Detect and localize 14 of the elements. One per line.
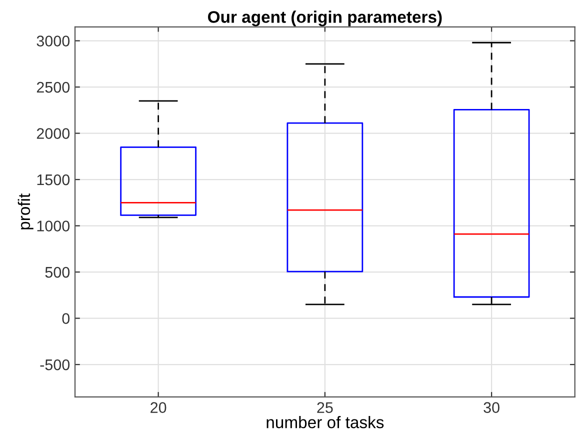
y-tick-label: -500 <box>40 359 70 370</box>
y-tick-label: 1500 <box>37 174 70 186</box>
x-tick-label: 20 <box>150 402 166 413</box>
y-tick-label: 500 <box>45 266 70 278</box>
y-tick-label: 2000 <box>36 128 70 139</box>
y-tick-label: 3000 <box>36 36 70 46</box>
y-tick-label: 0 <box>62 313 70 324</box>
x-axis-title: number of tasks <box>266 416 384 428</box>
x-tick-label: 25 <box>317 402 333 413</box>
y-tick-label: 2500 <box>36 82 70 93</box>
chart-title: Our agent (origin parameters) <box>208 10 442 26</box>
y-axis-title: profit <box>18 193 34 230</box>
y-tick-label: 1000 <box>37 220 70 232</box>
x-tick-label: 30 <box>484 402 500 413</box>
